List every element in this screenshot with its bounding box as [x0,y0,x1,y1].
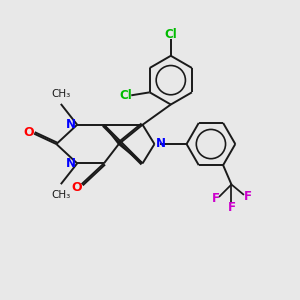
Text: Cl: Cl [164,28,177,41]
Text: O: O [71,181,82,194]
Text: O: O [23,126,34,139]
Text: N: N [66,118,76,130]
Text: CH₃: CH₃ [51,88,70,99]
Text: N: N [66,158,76,170]
Text: F: F [212,192,219,205]
Text: F: F [227,201,236,214]
Text: F: F [244,190,251,203]
Text: Cl: Cl [119,89,132,102]
Text: CH₃: CH₃ [51,190,70,200]
Text: N: N [156,137,166,150]
